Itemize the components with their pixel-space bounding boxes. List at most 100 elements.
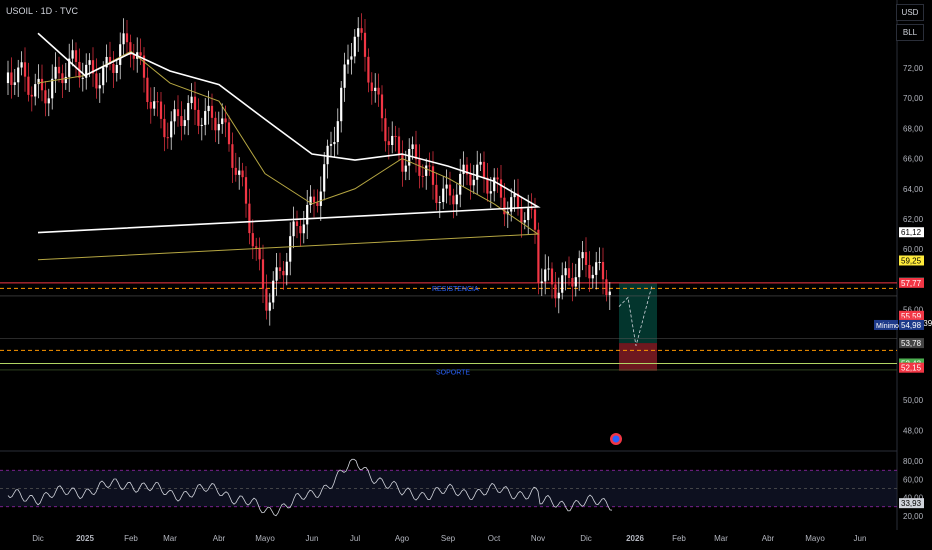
price-label: 55,59 — [901, 312, 922, 321]
candle-body — [326, 145, 329, 165]
candle-body — [149, 102, 152, 109]
candle-body — [13, 82, 16, 85]
rsi-last-label: 33,93 — [901, 499, 922, 508]
x-tick-label: 2026 — [626, 534, 644, 543]
candle-body — [397, 136, 401, 155]
candle-body — [404, 165, 407, 172]
price-label-bg — [899, 277, 924, 288]
price-tick-label: 68,00 — [903, 124, 924, 133]
ma-long-line — [37, 32, 541, 234]
candle-body — [438, 202, 441, 204]
candle-body — [588, 264, 591, 279]
candle-body — [81, 77, 84, 79]
candle-body — [496, 177, 499, 180]
candle-body — [238, 170, 241, 175]
candle-body — [88, 60, 91, 65]
x-tick-label: Mayo — [255, 534, 275, 543]
price-label-prefix-bg — [874, 319, 898, 330]
x-tick-label: Mar — [714, 534, 728, 543]
candle-body — [493, 177, 496, 192]
candle-body — [166, 137, 169, 139]
candle-body — [119, 44, 122, 65]
candle-body — [431, 166, 435, 185]
x-tick-label: Feb — [124, 534, 138, 543]
price-tick-label: 70,00 — [903, 94, 924, 103]
candle-body — [44, 90, 47, 104]
candle-body — [282, 271, 285, 276]
rsi-band — [0, 470, 897, 507]
price-label: 52,15 — [901, 364, 922, 373]
candle-body — [193, 96, 197, 110]
rsi-last-bg — [899, 498, 924, 509]
candle-body — [530, 208, 533, 210]
price-tick-label: 72,00 — [903, 64, 924, 73]
rsi-tick-label: 20,00 — [903, 512, 924, 521]
candle-body — [608, 291, 611, 296]
currency-usd-button[interactable]: USD — [896, 4, 924, 21]
candle-body — [554, 284, 557, 299]
candle-body — [108, 56, 112, 64]
candle-body — [343, 64, 346, 88]
candle-body — [214, 117, 217, 131]
rsi-tick-label: 80,00 — [903, 457, 924, 466]
candle-body — [357, 28, 360, 37]
candle-body — [163, 118, 166, 138]
candle-body — [248, 203, 251, 234]
price-label-bg — [899, 362, 924, 373]
candle-body — [537, 229, 540, 284]
candle-body — [210, 105, 214, 118]
price-tick-label: 60,00 — [903, 245, 924, 254]
candle-body — [387, 141, 390, 146]
candle-body — [292, 221, 295, 237]
candle-body — [581, 252, 584, 259]
candle-body — [482, 161, 486, 178]
candle-body — [408, 149, 411, 166]
candle-body — [105, 56, 108, 68]
price-tick-label: 50,00 — [903, 396, 924, 405]
candle-body — [414, 144, 418, 160]
candle-body — [261, 259, 265, 289]
candle-body — [316, 202, 319, 206]
candle-body — [95, 73, 98, 89]
candle-body — [584, 252, 588, 265]
price-label-bg — [899, 319, 924, 330]
x-tick-label: 2025 — [76, 534, 94, 543]
candle-body — [601, 261, 605, 280]
candle-body — [241, 170, 244, 178]
stop-zone — [619, 343, 657, 371]
candle-body — [462, 164, 465, 174]
candle-body — [425, 165, 428, 176]
candle-body — [523, 220, 526, 223]
candle-body — [557, 292, 560, 299]
candle-body — [380, 94, 384, 119]
candle-body — [489, 191, 492, 194]
candle-body — [346, 59, 350, 65]
candle-body — [71, 50, 74, 59]
candle-body — [272, 280, 275, 303]
candle-body — [370, 82, 373, 91]
candle-body — [544, 269, 547, 282]
candle-body — [391, 135, 394, 146]
candle-body — [503, 197, 506, 215]
candle-body — [319, 191, 322, 206]
candle-body — [435, 184, 438, 203]
candle-body — [153, 101, 156, 109]
ma-short-line — [37, 50, 540, 261]
candle-body — [23, 62, 27, 77]
candle-body — [200, 124, 203, 126]
candle-body — [336, 121, 339, 143]
candle-body — [486, 177, 489, 194]
candle-body — [550, 268, 554, 285]
candle-body — [289, 236, 292, 262]
candle-body — [132, 55, 135, 59]
currency-bll-button[interactable]: BLL — [896, 24, 924, 41]
candle-body — [122, 33, 125, 45]
price-label-prefix: Mínimo — [876, 323, 899, 330]
candle-body — [217, 124, 220, 131]
candle-body — [442, 188, 445, 203]
candle-body — [30, 94, 33, 97]
candle-body — [278, 267, 282, 272]
candle-body — [37, 78, 40, 85]
candle-body — [27, 76, 30, 95]
